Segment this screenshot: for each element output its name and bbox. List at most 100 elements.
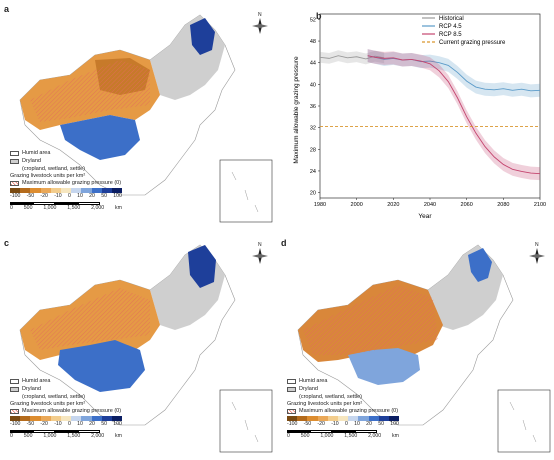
grazing-northeast-blue [190, 18, 215, 55]
colorbar-tick: -50 [26, 421, 35, 427]
scale-unit: km [392, 433, 399, 439]
colorbar-tick: 20 [89, 193, 95, 199]
south-china-sea-inset [219, 389, 273, 453]
colorbar-swatch [71, 416, 82, 421]
y-axis-label: Maximum allowable grazing pressure [293, 56, 300, 164]
scale-unit: km [115, 433, 122, 439]
colorbar-swatch [30, 188, 41, 193]
colorbar-tick: -100 [287, 421, 298, 427]
colorbar-swatch [50, 188, 61, 193]
colorbar-swatch [91, 188, 102, 193]
south-china-sea-inset [219, 159, 273, 223]
panel-label-b: b [316, 11, 322, 21]
colorbar-ticks: -100 -50 -20 -10 0 10 20 50 100 [287, 421, 399, 428]
x-tick-label: 2100 [534, 202, 546, 208]
colorbar-swatch [20, 416, 31, 421]
colorbar-swatch [317, 416, 328, 421]
colorbar-swatch [101, 416, 112, 421]
colorbar-tick: 100 [113, 421, 122, 427]
humid-label: Humid area [22, 378, 51, 384]
humid-label: Humid area [22, 150, 51, 156]
y-tick-label: 36 [310, 104, 316, 110]
scale-tick: 500 [23, 433, 33, 439]
colorbar-tick: -10 [54, 193, 62, 199]
humid-swatch [10, 379, 19, 384]
colorbar-swatch [81, 416, 92, 421]
colorbar-swatch [307, 416, 318, 421]
hatch-label: Maximum allowable grazing pressure (0) [22, 180, 122, 186]
dryland-swatch [10, 387, 19, 392]
scale-tick: 500 [23, 205, 33, 211]
inset-islands [509, 401, 537, 443]
colorbar-swatch [378, 416, 389, 421]
dryland-swatch [287, 387, 296, 392]
chart-legend: Historical RCP 4.5 RCP 8.5 Current grazing … [422, 16, 506, 46]
y-tick-label: 20 [310, 191, 316, 197]
legend-label: RCP 4.5 [439, 24, 462, 30]
north-label: N [258, 12, 262, 18]
humid-label: Humid area [299, 378, 328, 384]
chart-axes: 1980 2000 2020 2040 2060 2080 2100 20 24 28 32 36 40… [310, 13, 546, 208]
colorbar-tick: -10 [331, 421, 339, 427]
map-legend-a: Humid area Dryland (cropland, wetland, s… [10, 150, 123, 212]
colorbar-swatch [71, 188, 82, 193]
chart-series [319, 49, 541, 181]
scale-labels: 0 500 1,000 1,500 2,000 km [287, 433, 399, 440]
compass-icon [529, 248, 545, 264]
colorbar-tick: -50 [26, 193, 35, 199]
colorbar-tick: 10 [77, 421, 83, 427]
colorbar-tick: 50 [378, 421, 384, 427]
colorbar-swatch [368, 416, 379, 421]
x-tick-label: 2040 [424, 202, 436, 208]
colorbar-tick: 100 [390, 421, 399, 427]
x-tick-label: 1980 [314, 202, 326, 208]
scale-tick: 1,000 [43, 205, 57, 211]
hatch-swatch [10, 409, 19, 414]
dryland-swatch [10, 159, 19, 164]
colorbar-swatch [20, 188, 31, 193]
dryland-sub-label: (cropland, wetland, settle) [22, 166, 85, 172]
scale-bar [10, 202, 100, 205]
north-arrow-c: N [252, 242, 268, 266]
south-china-sea-inset [497, 389, 551, 453]
colorbar-swatch [111, 416, 123, 421]
grazing-title: Grazing livestock units per km² [10, 173, 86, 179]
panel-label-d: d [281, 238, 287, 248]
scale-tick: 2,000 [368, 433, 382, 439]
grazing-title: Grazing livestock units per km² [10, 401, 86, 407]
colorbar-swatch [10, 416, 21, 421]
x-tick-label: 2020 [387, 202, 399, 208]
grazing-blue-region [60, 115, 140, 160]
colorbar-tick: -20 [40, 421, 48, 427]
colorbar-swatch [348, 416, 359, 421]
colorbar-swatch [60, 188, 72, 193]
compass-icon [252, 18, 268, 34]
dryland-label: Dryland [299, 386, 318, 392]
hatch-region [303, 285, 438, 355]
scale-tick: 2,000 [91, 433, 105, 439]
grazing-northeast-blue [188, 245, 216, 288]
inset-islands [231, 401, 259, 443]
colorbar-swatch [60, 416, 72, 421]
scale-tick: 0 [10, 205, 13, 211]
series-band [367, 49, 540, 98]
grazing-blue-region [58, 340, 145, 392]
dryland-label: Dryland [22, 158, 41, 164]
colorbar-swatch [337, 416, 349, 421]
map-legend-c: Humid area Dryland (cropland, wetland, s… [10, 378, 123, 440]
colorbar-tick: 100 [113, 193, 122, 199]
inset-islands [231, 171, 259, 213]
dryland-sub-label: (cropland, wetland, settle) [299, 394, 362, 400]
map-panel-a: N Humid area Dryland (cropland, wetland,… [0, 0, 275, 225]
map-a [19, 14, 273, 223]
colorbar-tick: 0 [344, 421, 348, 427]
colorbar-swatch [30, 416, 41, 421]
grazing-blue-region [348, 348, 420, 385]
colorbar-swatch [40, 416, 51, 421]
panel-label-a: a [4, 4, 10, 14]
map-legend-d: Humid area Dryland (cropland, wetland, s… [287, 378, 400, 440]
colorbar-swatch [297, 416, 308, 421]
colorbar-tick: -10 [54, 421, 62, 427]
colorbar-swatch [111, 188, 123, 193]
